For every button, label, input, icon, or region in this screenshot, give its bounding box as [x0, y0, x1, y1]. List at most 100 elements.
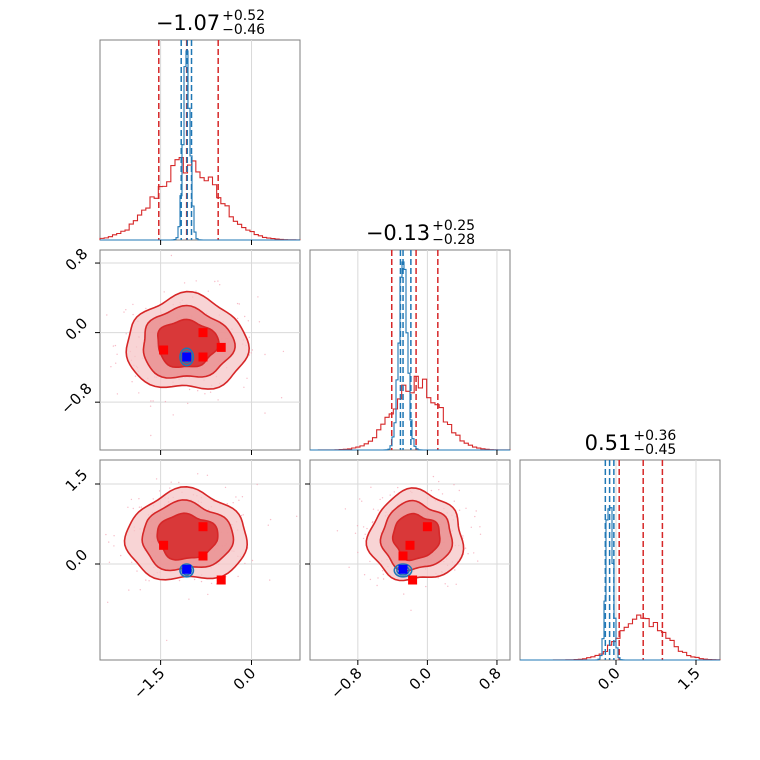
sample-point [379, 498, 381, 501]
sample-point [187, 402, 189, 405]
sample-point [479, 533, 482, 535]
sample-point [381, 497, 384, 499]
panel-title-median-1: −0.13 [366, 221, 430, 245]
sample-point [164, 400, 167, 403]
sample-point [195, 280, 197, 282]
sample-point [264, 353, 266, 356]
sample-point [178, 579, 181, 582]
sample-point [389, 494, 391, 496]
sample-point [136, 570, 138, 572]
sample-point [132, 507, 134, 510]
sample-point [226, 503, 228, 505]
hist-red-0 [99, 156, 301, 241]
sample-point [243, 386, 245, 388]
sample-point [237, 575, 239, 578]
panel-title-median-0: −1.07 [156, 11, 220, 35]
sample-point [170, 481, 172, 483]
sample-point [150, 434, 152, 437]
red-marker-0 [405, 540, 415, 550]
sample-point [377, 577, 379, 579]
sample-point [131, 561, 133, 563]
sample-point [269, 579, 271, 581]
sample-point [217, 399, 219, 401]
sample-point [438, 489, 440, 491]
contour-blue-0 [393, 563, 413, 578]
sample-point [251, 559, 254, 562]
sample-point [403, 593, 405, 595]
sample-point [455, 583, 457, 585]
sample-point [238, 499, 240, 501]
sample-point [120, 554, 122, 557]
sample-point [108, 561, 111, 563]
hist-blue-0 [100, 50, 300, 241]
sample-point [359, 498, 361, 500]
red-marker-3 [216, 342, 226, 352]
sample-point [158, 490, 161, 492]
blue-marker [182, 564, 192, 574]
sample-point [125, 309, 127, 311]
sample-point [113, 535, 115, 537]
scatter-panel-0-2 [99, 459, 301, 661]
sample-point [250, 352, 252, 354]
sample-point [214, 280, 216, 283]
sample-point [438, 480, 440, 483]
sample-point [152, 498, 154, 500]
diag-frame-0 [99, 39, 301, 241]
contour-blue-1 [181, 350, 193, 364]
sample-point [139, 589, 141, 591]
sample-point [475, 510, 477, 512]
sample-point [382, 573, 384, 575]
sample-point [138, 392, 140, 394]
sample-point [116, 393, 119, 395]
sample-point [131, 381, 133, 383]
sample-point [210, 582, 213, 585]
blue-marker [182, 352, 192, 362]
sample-point [138, 506, 141, 508]
sample-point [247, 320, 249, 322]
sample-point [123, 311, 125, 313]
sample-point [369, 560, 371, 563]
sample-point [235, 496, 237, 498]
sample-point [458, 509, 461, 511]
panel-title-lower-1: −0.28 [432, 232, 475, 248]
sample-point [393, 491, 395, 493]
sample-point [169, 487, 171, 489]
sample-point [244, 562, 246, 565]
sample-point [145, 579, 147, 581]
sample-point [397, 486, 399, 489]
scatter-panel-1-2 [309, 459, 511, 661]
sample-point [425, 585, 427, 588]
sample-point [206, 474, 209, 476]
sample-point [246, 377, 248, 379]
sample-point [410, 609, 412, 611]
sample-point [217, 280, 219, 282]
sample-point [370, 486, 372, 488]
panel-title-upper-1: +0.25 [432, 218, 475, 234]
sample-point [437, 577, 439, 579]
sample-point [240, 514, 243, 517]
sample-point [376, 584, 378, 587]
sample-point [381, 570, 384, 572]
sample-point [348, 566, 350, 568]
sample-point [128, 589, 130, 591]
panel-title-median-2: 0.51 [585, 431, 632, 455]
sample-point [110, 366, 112, 368]
sample-point [377, 509, 379, 511]
sample-point [241, 496, 244, 498]
sample-point [107, 601, 109, 603]
sample-point [465, 507, 467, 509]
sample-point [372, 508, 375, 510]
sample-point [113, 545, 115, 547]
sample-point [453, 484, 455, 486]
sample-point [453, 500, 455, 502]
sample-point [134, 375, 137, 377]
sample-point [470, 526, 472, 528]
sample-point [166, 639, 168, 642]
sample-point [145, 307, 147, 310]
sample-point [114, 344, 117, 347]
sample-point [150, 400, 152, 402]
sample-point [361, 500, 363, 502]
sample-point [105, 533, 107, 536]
sample-point [336, 530, 339, 532]
